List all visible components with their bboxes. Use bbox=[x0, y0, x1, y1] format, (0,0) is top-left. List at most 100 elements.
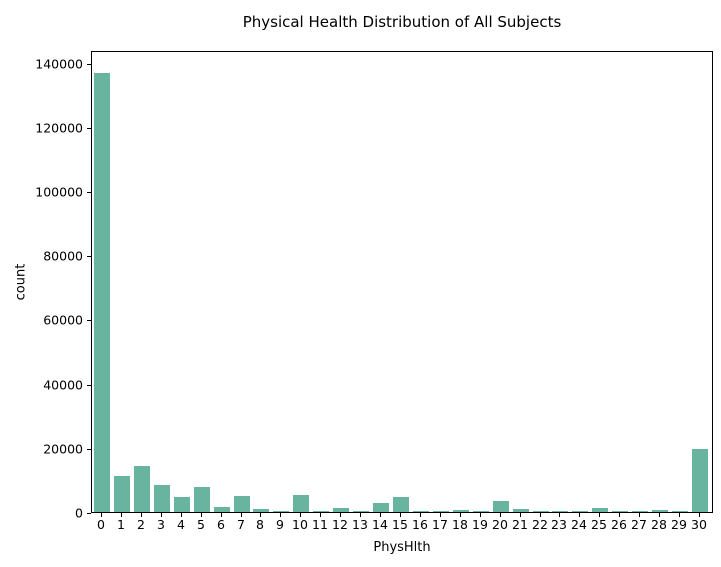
y-tick bbox=[87, 128, 91, 129]
x-tick bbox=[619, 513, 620, 517]
bar-physhlth-21 bbox=[513, 509, 529, 512]
x-tick bbox=[500, 513, 501, 517]
bar-physhlth-2 bbox=[134, 466, 150, 512]
y-tick-label: 0 bbox=[75, 505, 83, 521]
y-tick bbox=[87, 192, 91, 193]
x-tick-label: 27 bbox=[631, 517, 647, 532]
bar-physhlth-4 bbox=[174, 497, 190, 512]
x-tick bbox=[679, 513, 680, 517]
bar-physhlth-8 bbox=[253, 509, 269, 512]
bar-physhlth-27 bbox=[632, 511, 648, 512]
y-tick-label: 80000 bbox=[43, 248, 83, 264]
x-tick-label: 25 bbox=[591, 517, 607, 532]
x-tick-label: 14 bbox=[372, 517, 388, 532]
x-tick bbox=[320, 513, 321, 517]
x-tick bbox=[221, 513, 222, 517]
x-tick-label: 12 bbox=[332, 517, 348, 532]
x-tick-label: 26 bbox=[611, 517, 627, 532]
plot-area bbox=[91, 51, 713, 513]
x-tick-label: 20 bbox=[492, 517, 508, 532]
x-tick bbox=[181, 513, 182, 517]
y-tick bbox=[87, 449, 91, 450]
bar-physhlth-22 bbox=[533, 511, 549, 512]
x-tick bbox=[659, 513, 660, 517]
bar-physhlth-11 bbox=[313, 511, 329, 512]
x-tick bbox=[460, 513, 461, 517]
bar-physhlth-0 bbox=[94, 73, 110, 512]
bar-physhlth-7 bbox=[234, 496, 250, 512]
x-tick-label: 3 bbox=[157, 517, 165, 532]
x-tick-label: 19 bbox=[472, 517, 488, 532]
bar-physhlth-15 bbox=[393, 497, 409, 512]
bar-physhlth-6 bbox=[214, 507, 230, 512]
x-tick bbox=[101, 513, 102, 517]
x-tick-label: 17 bbox=[432, 517, 448, 532]
x-tick bbox=[400, 513, 401, 517]
x-tick-label: 5 bbox=[197, 517, 205, 532]
bar-physhlth-16 bbox=[413, 511, 429, 512]
y-tick bbox=[87, 320, 91, 321]
x-tick bbox=[141, 513, 142, 517]
x-tick bbox=[201, 513, 202, 517]
x-tick-label: 6 bbox=[217, 517, 225, 532]
x-tick-label: 4 bbox=[177, 517, 185, 532]
x-tick-label: 22 bbox=[532, 517, 548, 532]
x-tick-label: 18 bbox=[452, 517, 468, 532]
x-tick-label: 28 bbox=[651, 517, 667, 532]
y-tick-label: 120000 bbox=[35, 120, 83, 136]
x-tick bbox=[360, 513, 361, 517]
x-tick bbox=[699, 513, 700, 517]
x-tick-label: 8 bbox=[256, 517, 264, 532]
bar-physhlth-24 bbox=[572, 511, 588, 512]
bar-physhlth-13 bbox=[353, 511, 369, 512]
x-tick bbox=[161, 513, 162, 517]
y-tick bbox=[87, 256, 91, 257]
x-tick-label: 15 bbox=[392, 517, 408, 532]
x-tick bbox=[420, 513, 421, 517]
x-tick-label: 2 bbox=[137, 517, 145, 532]
x-tick bbox=[480, 513, 481, 517]
bar-physhlth-12 bbox=[333, 508, 349, 512]
bar-physhlth-20 bbox=[493, 501, 509, 512]
x-tick-label: 1 bbox=[117, 517, 125, 532]
x-tick-label: 7 bbox=[237, 517, 245, 532]
y-tick-label: 60000 bbox=[43, 312, 83, 328]
y-tick bbox=[87, 64, 91, 65]
bar-physhlth-5 bbox=[194, 487, 210, 512]
x-tick-label: 10 bbox=[292, 517, 308, 532]
x-tick-label: 29 bbox=[671, 517, 687, 532]
x-tick bbox=[241, 513, 242, 517]
bar-physhlth-29 bbox=[672, 511, 688, 512]
x-tick-label: 24 bbox=[571, 517, 587, 532]
x-tick-label: 21 bbox=[512, 517, 528, 532]
bar-physhlth-19 bbox=[473, 511, 489, 512]
bar-physhlth-26 bbox=[612, 511, 628, 512]
bar-physhlth-14 bbox=[373, 503, 389, 512]
x-tick-label: 0 bbox=[97, 517, 105, 532]
bar-physhlth-9 bbox=[273, 511, 289, 512]
x-tick bbox=[579, 513, 580, 517]
x-tick bbox=[440, 513, 441, 517]
y-tick-label: 140000 bbox=[35, 56, 83, 72]
bar-physhlth-30 bbox=[692, 449, 708, 512]
x-tick-label: 23 bbox=[551, 517, 567, 532]
x-tick bbox=[639, 513, 640, 517]
bar-physhlth-23 bbox=[552, 511, 568, 512]
x-tick bbox=[340, 513, 341, 517]
x-tick bbox=[559, 513, 560, 517]
y-tick-label: 40000 bbox=[43, 377, 83, 393]
x-tick bbox=[520, 513, 521, 517]
x-tick-label: 11 bbox=[312, 517, 328, 532]
bar-physhlth-25 bbox=[592, 508, 608, 512]
y-tick-label: 20000 bbox=[43, 441, 83, 457]
x-tick bbox=[380, 513, 381, 517]
bar-physhlth-18 bbox=[453, 510, 469, 512]
x-tick-label: 16 bbox=[412, 517, 428, 532]
x-tick bbox=[280, 513, 281, 517]
bar-physhlth-28 bbox=[652, 510, 668, 512]
bar-physhlth-10 bbox=[293, 495, 309, 512]
chart-title: Physical Health Distribution of All Subj… bbox=[242, 13, 562, 31]
x-tick bbox=[300, 513, 301, 517]
y-tick bbox=[87, 385, 91, 386]
